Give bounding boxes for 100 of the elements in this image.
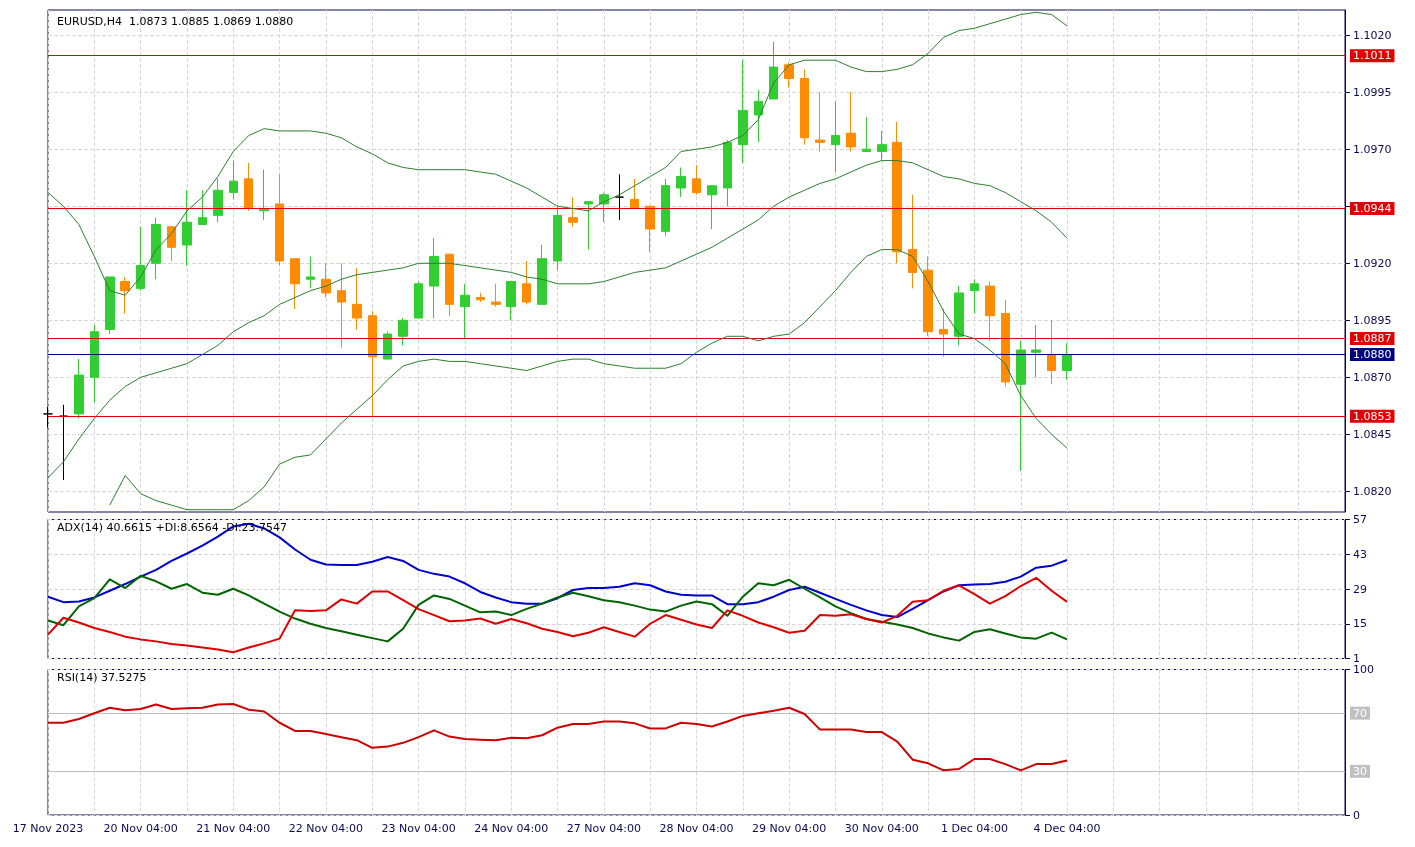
candlestick — [506, 281, 516, 321]
candlestick — [337, 262, 346, 349]
text: EURUSD,H4 1.0873 1.0885 1.0869 1.0880 — [57, 15, 294, 28]
candlestick — [877, 130, 887, 162]
y-tick-label: 43 — [1353, 547, 1367, 561]
ref-line-label: 70 — [1353, 706, 1367, 720]
candlestick — [661, 178, 670, 237]
chart-title: RSI(14) 37.5275 — [57, 671, 147, 684]
candlestick — [738, 59, 748, 164]
candlestick — [784, 61, 794, 89]
candlestick — [1016, 340, 1026, 472]
y-tick-label: 100 — [1353, 663, 1374, 676]
candlestick — [1031, 324, 1041, 378]
x-tick-label: 4 Dec 04:00 — [1033, 822, 1101, 835]
candlestick — [568, 196, 578, 228]
candlestick — [321, 262, 331, 299]
x-tick-label: 1 Dec 04:00 — [940, 822, 1008, 835]
x-tick-label: 30 Nov 04:00 — [844, 822, 919, 835]
y-tick-label: 1.0895 — [1353, 313, 1392, 327]
x-tick-label: 21 Nov 04:00 — [196, 822, 271, 835]
candlestick — [151, 217, 161, 280]
ref-line-label: 1.0880 — [1353, 348, 1392, 362]
candlestick — [275, 173, 284, 267]
y-tick-label: 1.0845 — [1353, 427, 1392, 441]
candlestick — [74, 358, 84, 419]
x-tick-label: 22 Nov 04:00 — [288, 822, 364, 835]
y-tick-label: 15 — [1353, 617, 1367, 631]
candlestick — [908, 194, 917, 289]
candlestick — [584, 201, 593, 251]
ref-line-label: 1.0853 — [1353, 409, 1392, 423]
candlestick — [136, 226, 145, 292]
y-tick-label: 57 — [1353, 513, 1367, 526]
candlestick — [707, 185, 717, 230]
candlestick — [723, 139, 732, 207]
candlestick — [120, 276, 130, 314]
x-tick-label: 17 Nov 2023 — [12, 822, 84, 835]
candlestick — [892, 121, 902, 264]
y-tick-label: 1.0870 — [1353, 370, 1392, 384]
ref-line-label: 1.1011 — [1353, 49, 1392, 63]
candlestick — [692, 164, 701, 196]
candlestick — [198, 189, 207, 225]
candlestick — [414, 281, 423, 319]
candlestick — [800, 68, 809, 146]
candlestick — [1047, 319, 1056, 385]
candlestick — [954, 285, 964, 346]
x-tick-label: 24 Nov 04:00 — [474, 822, 549, 835]
candlestick — [985, 281, 995, 342]
line-series — [47, 574, 1069, 643]
candlestick — [754, 89, 763, 143]
candlestick — [429, 237, 439, 319]
candlestick — [290, 258, 300, 310]
candlestick — [815, 91, 825, 152]
candlestick — [229, 160, 238, 200]
candlestick — [1062, 342, 1072, 381]
candlestick — [182, 189, 192, 267]
candlestick — [352, 267, 362, 330]
candlestick — [306, 255, 315, 289]
candlestick — [645, 205, 655, 253]
candlestick — [769, 41, 778, 100]
x-tick-label: 20 Nov 04:00 — [103, 822, 178, 835]
candlestick — [1001, 299, 1010, 387]
y-tick-label: 0 — [1353, 808, 1360, 822]
candlestick — [259, 169, 269, 221]
x-tick-label: 28 Nov 04:00 — [659, 822, 734, 835]
line-series — [47, 702, 1069, 772]
candlestick — [537, 244, 547, 305]
candlestick — [630, 178, 639, 210]
line-series — [47, 11, 1068, 296]
x-tick-label: 23 Nov 04:00 — [381, 822, 456, 835]
y-tick-label: 1.0970 — [1353, 142, 1392, 156]
line-series — [47, 160, 1068, 479]
candlestick — [398, 317, 408, 346]
candlestick — [522, 260, 531, 305]
candlestick — [167, 226, 176, 262]
candlestick — [553, 205, 562, 271]
x-tick-label: 29 Nov 04:00 — [752, 822, 827, 835]
candlestick — [970, 278, 979, 314]
candlestick — [244, 162, 253, 212]
y-tick-label: 1.0995 — [1353, 85, 1392, 99]
candlestick — [476, 292, 485, 303]
line-series — [109, 249, 1068, 511]
candlestick — [846, 91, 856, 152]
ref-line-label: 30 — [1353, 764, 1367, 778]
candlestick — [615, 173, 624, 221]
candlestick — [862, 116, 871, 152]
y-tick-label: 1 — [1353, 652, 1360, 665]
candlestick — [90, 324, 99, 403]
candlestick — [923, 255, 933, 337]
x-tick-label: 27 Nov 04:00 — [566, 822, 641, 835]
candlestick — [105, 276, 115, 335]
y-tick-label: 1.0820 — [1353, 484, 1392, 498]
candlestick — [831, 100, 840, 173]
ref-line-label: 1.0887 — [1353, 332, 1392, 346]
ref-line-label: 1.0944 — [1353, 202, 1392, 216]
candlestick — [383, 331, 392, 360]
candlestick — [213, 178, 223, 223]
y-tick-label: 1.0920 — [1353, 256, 1392, 270]
candlestick — [491, 283, 501, 308]
line-series — [47, 576, 1069, 654]
line-series — [47, 522, 1069, 619]
